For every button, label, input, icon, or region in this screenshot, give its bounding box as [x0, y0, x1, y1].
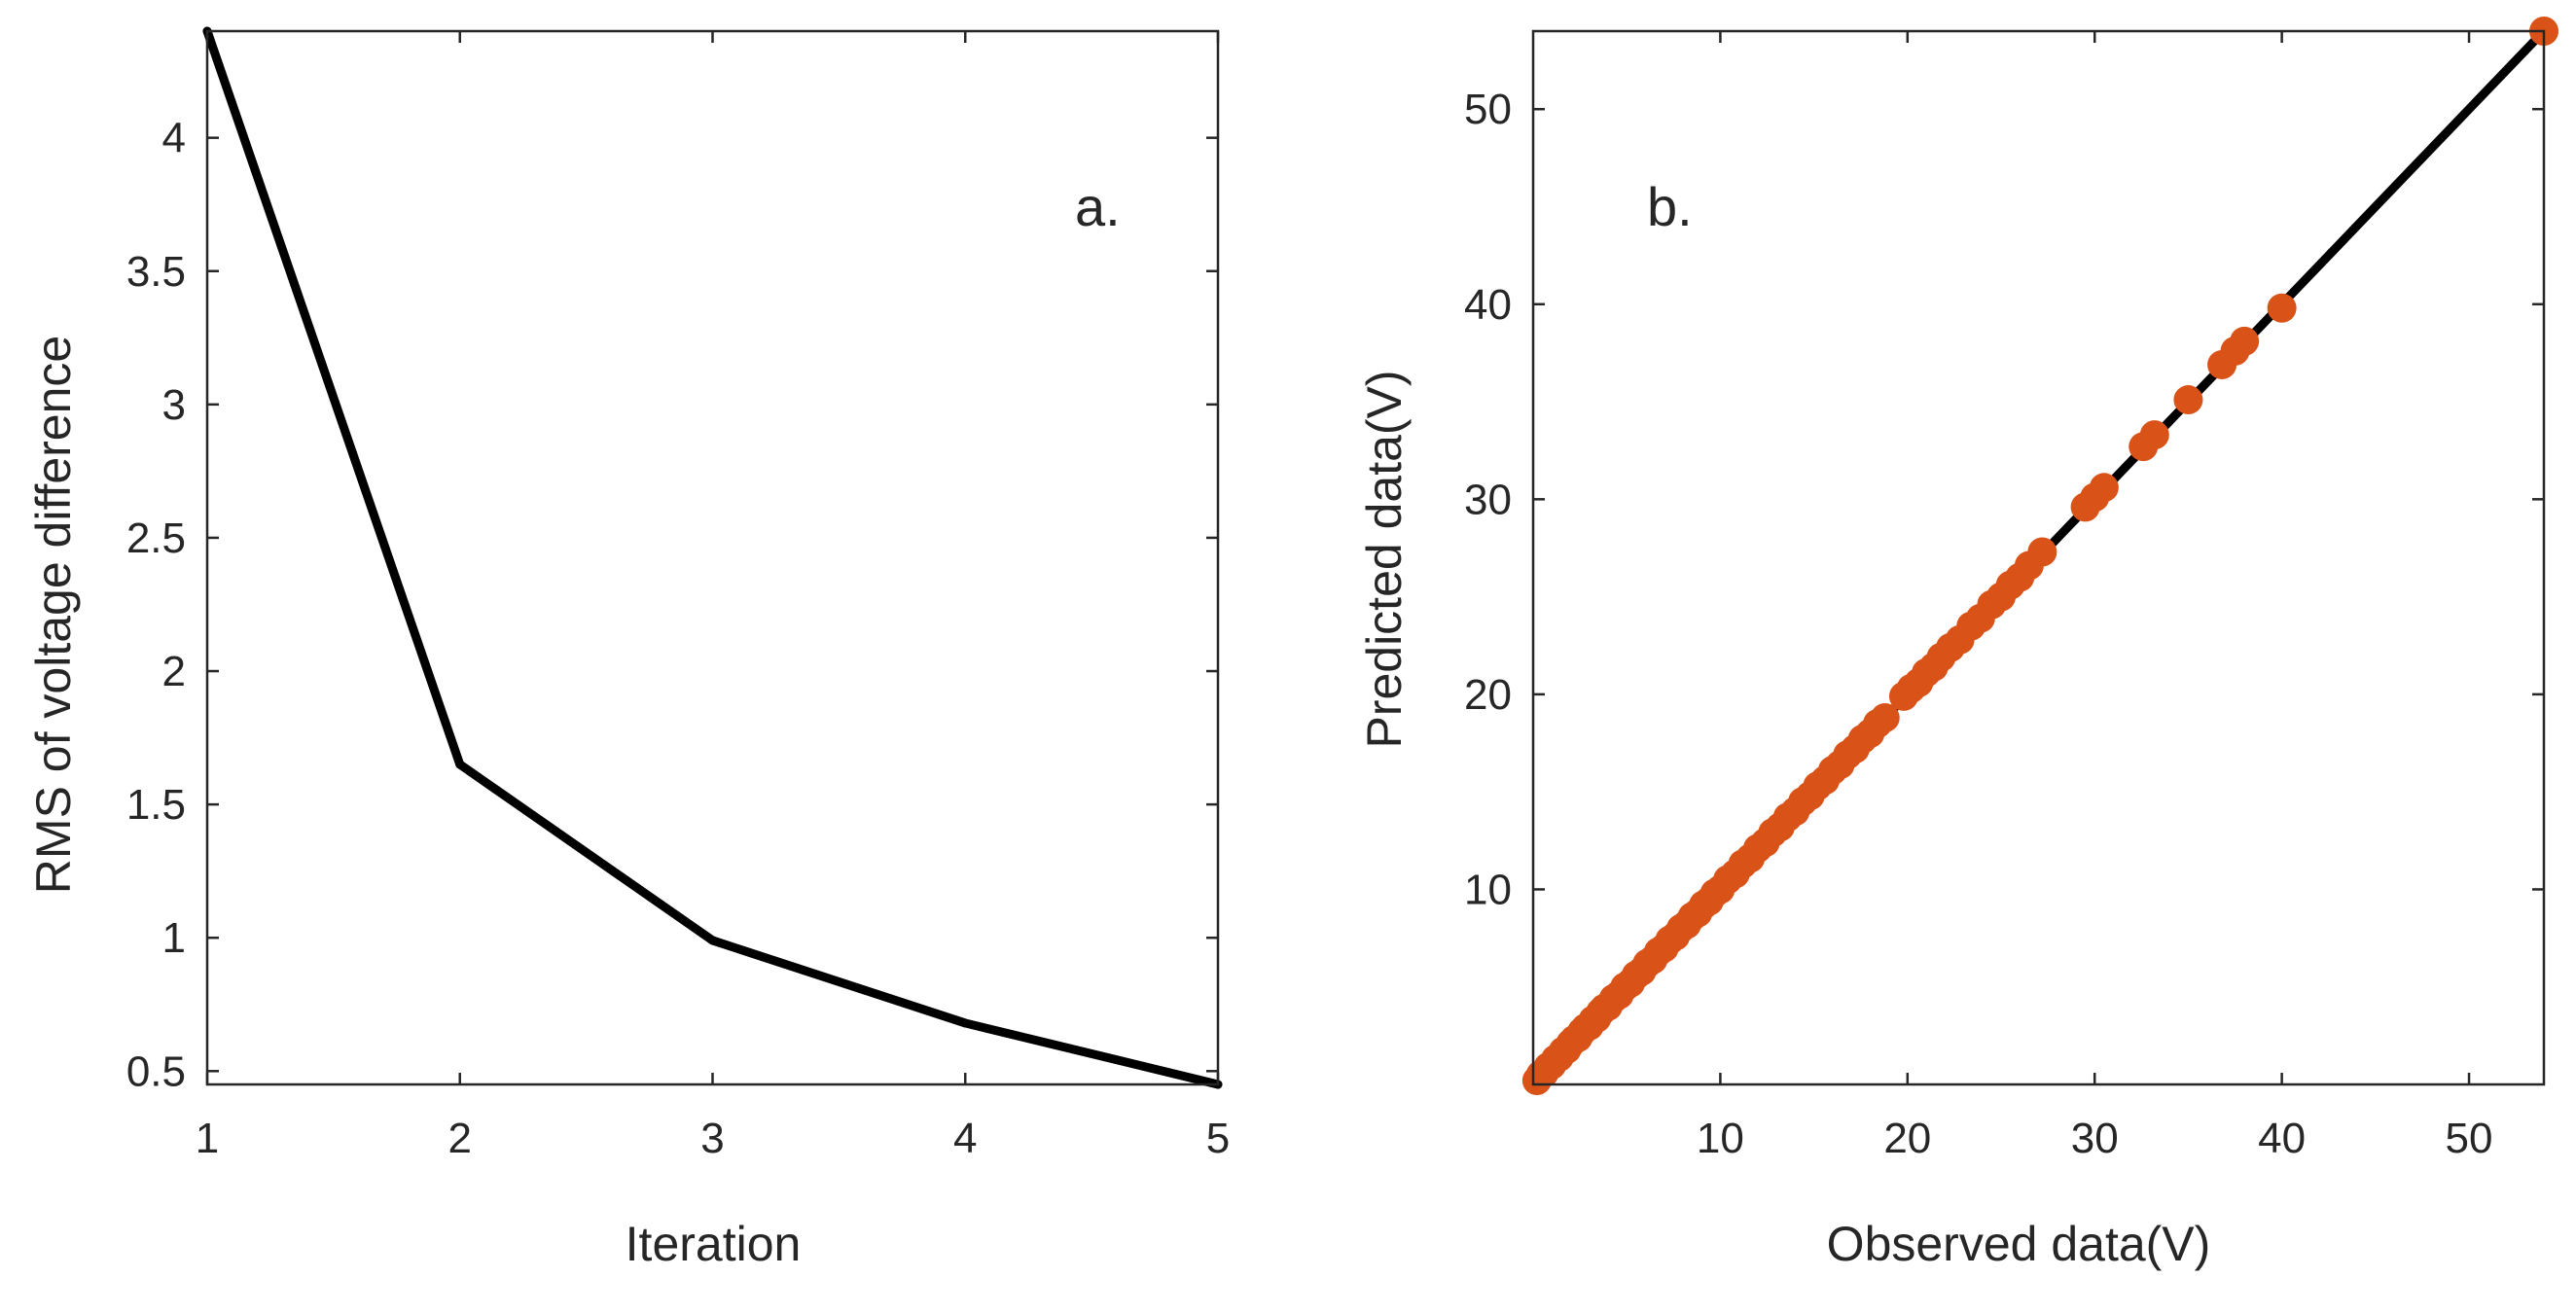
scatter-point — [1870, 702, 1900, 732]
y-tick-label: 30 — [1464, 476, 1512, 523]
x-tick-label: 40 — [2258, 1115, 2306, 1162]
scatter-point — [2230, 326, 2260, 356]
y-tick-label: 2 — [162, 648, 186, 695]
panel-b-axes-frame — [1531, 29, 2546, 1086]
panel-b-y-axis-label: Predicted data(V) — [1357, 370, 1412, 748]
y-tick-label: 4 — [162, 115, 186, 162]
line-vertex — [960, 1018, 970, 1028]
panel-a-x-axis-label: Iteration — [626, 1217, 802, 1271]
panel-b-y-ticks: 10 20 30 40 50 — [1464, 86, 2544, 913]
panel-a-axes-frame — [205, 29, 1220, 1086]
y-tick-label: 50 — [1464, 86, 1512, 133]
scatter-point — [2089, 473, 2119, 503]
x-tick-label: 30 — [2071, 1115, 2119, 1162]
y-tick-label: 2.5 — [126, 515, 186, 562]
y-tick-label: 3 — [162, 381, 186, 429]
y-tick-label: 1.5 — [126, 781, 186, 829]
panel-a-y-ticks: 0.5 1 1.5 2 2.5 3 3.5 4 — [126, 115, 1218, 1095]
panel-a-plot-area — [202, 26, 1223, 1089]
line-vertex — [455, 760, 465, 769]
panel-a-label: a. — [1075, 176, 1121, 237]
x-tick-label: 3 — [700, 1115, 724, 1162]
line-vertex — [708, 936, 717, 945]
x-tick-label: 1 — [196, 1115, 219, 1162]
scatter-point — [2139, 420, 2169, 450]
y-tick-label: 10 — [1464, 866, 1512, 913]
x-tick-label: 4 — [953, 1115, 977, 1162]
x-tick-label: 20 — [1883, 1115, 1931, 1162]
series-line-rms — [202, 26, 1223, 1089]
panel-a-x-ticks: 1 2 3 4 5 — [196, 31, 1230, 1162]
y-tick-label: 40 — [1464, 281, 1512, 329]
y-tick-label: 3.5 — [126, 248, 186, 296]
panel-a-y-axis-label: RMS of voltage difference — [26, 336, 81, 894]
panel-b-label: b. — [1647, 176, 1693, 237]
panel-b-plot-area — [1521, 17, 2558, 1095]
panel-b-x-ticks: 10 20 30 40 50 — [1697, 31, 2493, 1162]
y-tick-label: 1 — [162, 914, 186, 962]
scatter-point — [2173, 385, 2203, 415]
y-tick-label: 20 — [1464, 671, 1512, 719]
x-tick-label: 50 — [2446, 1115, 2493, 1162]
x-tick-label: 10 — [1697, 1115, 1744, 1162]
x-tick-label: 5 — [1206, 1115, 1230, 1162]
y-tick-label: 0.5 — [126, 1047, 186, 1095]
panel-b-x-axis-label: Observed data(V) — [1827, 1217, 2211, 1271]
scatter-point — [2267, 293, 2297, 323]
panel-b-scatter-chart: 10 20 30 40 50 10 20 30 40 50 b. Observed data(V… — [1357, 17, 2558, 1271]
x-tick-label: 2 — [448, 1115, 472, 1162]
scatter-point — [2027, 537, 2057, 567]
